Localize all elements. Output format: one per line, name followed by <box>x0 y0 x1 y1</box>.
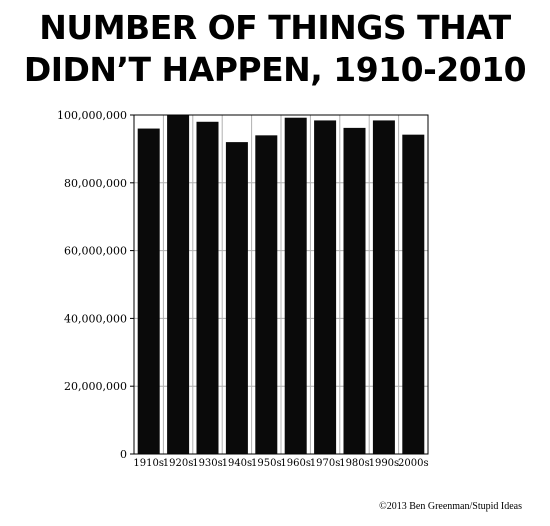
x-category-label: 2000s <box>398 458 429 469</box>
bar-1980s <box>343 127 366 454</box>
y-tick-label: 60,000,000 <box>64 245 127 258</box>
bar-1940s <box>225 142 248 454</box>
x-category-label: 1940s <box>222 458 253 469</box>
plot-frame <box>133 114 429 455</box>
bar-1910s <box>137 128 160 454</box>
x-category-label: 1970s <box>310 458 341 469</box>
x-category-label: 1960s <box>280 458 311 469</box>
y-tick-label: 20,000,000 <box>64 380 127 393</box>
y-tick-labels: 0 20,000,000 40,000,000 60,000,000 80,000,00… <box>57 109 127 461</box>
x-category-label: 1950s <box>251 458 282 469</box>
x-category-label: 1910s <box>133 458 164 469</box>
bar-1990s <box>372 120 395 454</box>
chart-title-line-1: NUMBER OF THINGS THAT <box>39 8 511 47</box>
bar-1960s <box>284 117 307 454</box>
x-category-label: 1920s <box>163 458 194 469</box>
y-tick-label: 0 <box>120 448 127 461</box>
bar-1920s <box>167 115 190 454</box>
bars <box>137 115 425 455</box>
bar-1950s <box>255 135 278 454</box>
bar-2000s <box>402 134 425 455</box>
y-tick-label: 80,000,000 <box>64 177 127 190</box>
copyright-credit: ©2013 Ben Greenman/Stupid Ideas <box>379 501 522 512</box>
x-category-labels: 1910s1920s1930s1940s1950s1960s1970s1980s… <box>133 458 428 469</box>
chart-title-line-2: DIDN’T HAPPEN, 1910-2010 <box>23 50 527 89</box>
bar-1970s <box>314 120 337 454</box>
x-category-label: 1990s <box>369 458 400 469</box>
x-category-label: 1980s <box>339 458 370 469</box>
bar-1930s <box>196 121 219 454</box>
x-category-label: 1930s <box>192 458 223 469</box>
axes <box>130 114 429 455</box>
y-tick-label: 40,000,000 <box>64 312 127 325</box>
y-tick-label: 100,000,000 <box>57 109 127 122</box>
